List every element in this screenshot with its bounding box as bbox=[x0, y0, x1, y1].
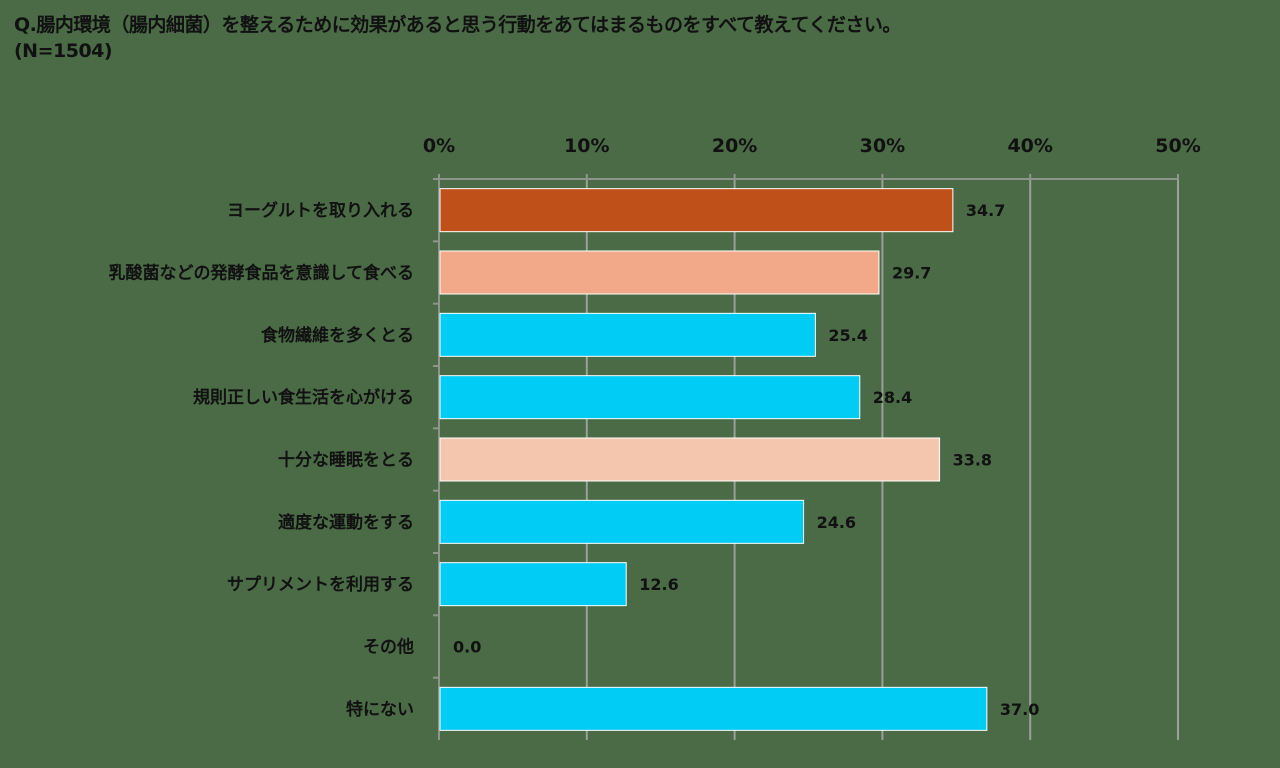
x-tick-label: 10% bbox=[564, 135, 609, 157]
category-label: その他 bbox=[363, 637, 414, 658]
bar bbox=[439, 375, 861, 420]
category-label: 適度な運動をする bbox=[278, 512, 414, 533]
data-label: 0.0 bbox=[453, 638, 481, 657]
bar bbox=[439, 562, 627, 607]
x-tick-label: 0% bbox=[423, 135, 455, 157]
chart-title: Q.腸内環境（腸内細菌）を整えるために効果があると思う行動をあてはまるものをすべ… bbox=[14, 14, 901, 36]
category-label: 特にない bbox=[346, 699, 414, 720]
x-tick-label: 20% bbox=[712, 135, 757, 157]
chart-subtitle: (N=1504) bbox=[14, 40, 113, 62]
bar bbox=[439, 250, 880, 295]
bar bbox=[439, 437, 941, 482]
bar bbox=[439, 188, 954, 233]
category-label: 食物繊維を多くとる bbox=[261, 325, 414, 346]
bar bbox=[439, 686, 988, 731]
x-tick-label: 30% bbox=[860, 135, 905, 157]
data-label: 28.4 bbox=[873, 388, 912, 407]
bar bbox=[439, 499, 805, 544]
bar bbox=[439, 312, 816, 357]
data-label: 34.7 bbox=[966, 201, 1005, 220]
x-tick-label: 50% bbox=[1155, 135, 1200, 157]
data-label: 29.7 bbox=[892, 264, 931, 283]
data-label: 33.8 bbox=[953, 451, 992, 470]
x-tick-label: 40% bbox=[1007, 135, 1052, 157]
category-label: サプリメントを利用する bbox=[227, 574, 414, 595]
category-label: ヨーグルトを取り入れる bbox=[227, 200, 414, 221]
category-label: 十分な睡眠をとる bbox=[278, 450, 414, 471]
data-label: 12.6 bbox=[639, 575, 678, 594]
category-label: 規則正しい食生活を心がける bbox=[193, 387, 414, 408]
data-label: 37.0 bbox=[1000, 700, 1039, 719]
data-label: 24.6 bbox=[817, 513, 856, 532]
data-label: 25.4 bbox=[828, 326, 867, 345]
category-label: 乳酸菌などの発酵食品を意識して食べる bbox=[109, 263, 415, 284]
